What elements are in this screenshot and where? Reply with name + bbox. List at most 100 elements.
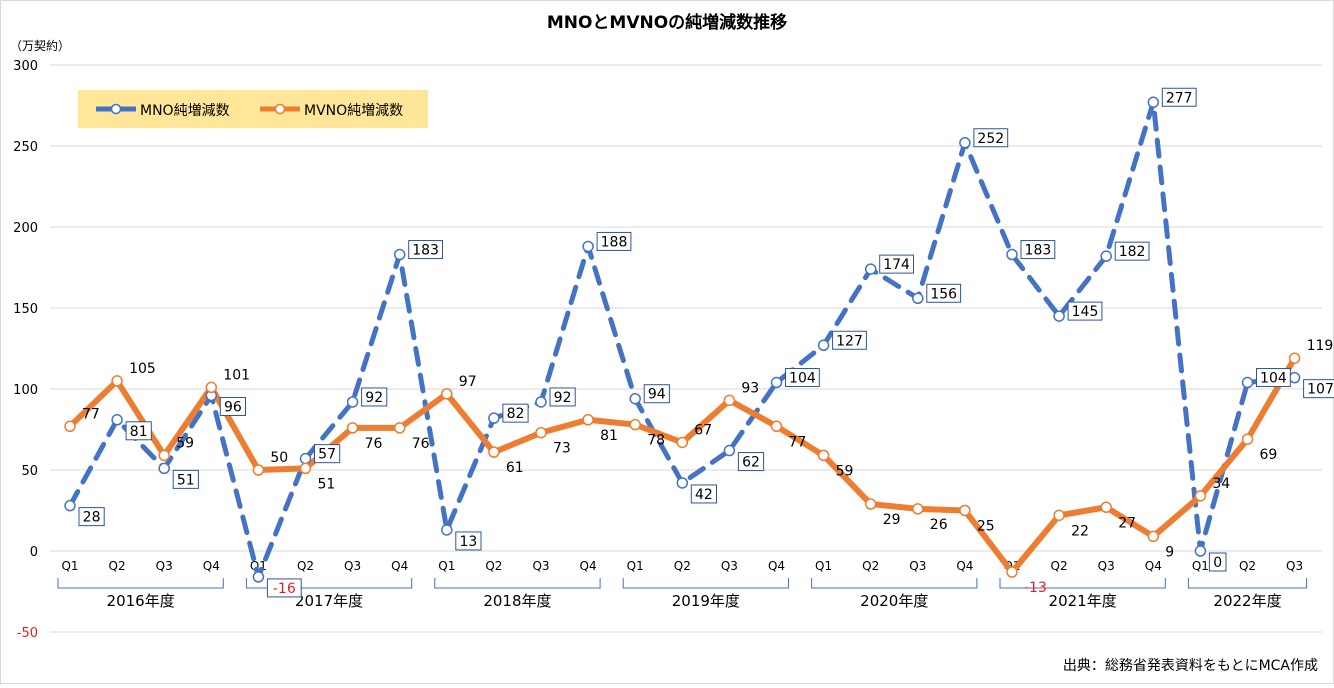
mvno-data-label: 67 [694, 422, 712, 438]
mno-data-label-box [1067, 301, 1103, 321]
x-tick-label: Q3 [156, 559, 173, 573]
mvno-data-label: 26 [930, 517, 948, 533]
mno-data-label-box [690, 484, 717, 504]
mno-point [441, 524, 453, 536]
mno-data-label: 277 [1166, 90, 1193, 106]
mno-data-label: 0 [1213, 555, 1222, 571]
mno-data-label-box [1020, 240, 1056, 260]
mno-data-label-box [219, 396, 247, 416]
mno-data-label: 188 [601, 234, 628, 250]
mvno-point [770, 420, 783, 433]
legend-mvno-label: MVNO純増減数 [304, 102, 403, 119]
x-tick-label: Q2 [297, 559, 314, 573]
y-tick-label: 100 [13, 383, 38, 398]
mvno-point [252, 464, 265, 476]
x-tick-label: Q4 [768, 559, 785, 573]
mno-data-label-box [314, 444, 341, 464]
mvno-data-label: 97 [459, 374, 477, 390]
y-tick-label: 0 [30, 545, 38, 560]
mno-data-label-box [785, 368, 820, 388]
series-layer [64, 96, 1301, 583]
mvno-data-label: 69 [1260, 447, 1278, 463]
x-tick-label: Q1 [438, 559, 455, 573]
grid-layer [50, 64, 1322, 633]
mvno-point [535, 426, 547, 439]
x-tick-label: Q1 [61, 559, 78, 573]
y-tick-label: 200 [13, 221, 38, 236]
year-bracket [811, 578, 978, 589]
x-tick-label: Q4 [203, 559, 220, 573]
mvno-point [912, 503, 924, 515]
mno-point [158, 462, 170, 475]
mvno-point [864, 498, 877, 510]
mno-point [64, 499, 76, 512]
mvno-point [441, 388, 453, 400]
mno-data-label: 182 [1119, 244, 1146, 260]
mno-point [1006, 248, 1018, 261]
y-tick-label: 300 [13, 59, 38, 74]
year-label: 2016年度 [107, 592, 175, 610]
mvno-data-label: 59 [176, 435, 194, 451]
chart-title: MNOとMVNOの純増減数推移 [547, 12, 787, 33]
x-tick-label: Q2 [862, 559, 879, 573]
mno-data-label: 92 [554, 390, 572, 406]
year-bracket [57, 578, 224, 589]
mvno-point [629, 418, 641, 431]
x-tick-label: Q2 [674, 559, 691, 573]
x-tick-label: Q1 [815, 559, 832, 573]
mno-data-label-box [1114, 241, 1150, 261]
x-tick-label: Q2 [485, 559, 502, 573]
mvno-data-label: 76 [412, 436, 430, 452]
mno-data-label-box [737, 452, 765, 472]
x-tick-label: Q4 [1145, 559, 1162, 573]
mvno-data-label: 27 [1118, 515, 1136, 531]
mno-data-label: 42 [695, 487, 713, 503]
mno-data-label-box [455, 531, 482, 551]
mno-data-label: -16 [273, 581, 296, 597]
mvno-data-label: 76 [365, 436, 383, 452]
x-tick-label: Q4 [956, 559, 973, 573]
mno-data-label-box [973, 128, 1009, 148]
mvno-data-label: 9 [1165, 544, 1174, 560]
year-label: 2017年度 [295, 592, 363, 610]
mno-data-label: 104 [1260, 371, 1287, 387]
mvno-data-label: 105 [129, 361, 156, 377]
source-note: 出典：総務省発表資料をもとにMCA作成 [1063, 658, 1318, 674]
mno-point [817, 339, 830, 352]
mno-point [488, 412, 500, 424]
y-axis-unit-label: （万契約） [10, 38, 70, 53]
mno-data-label: 156 [930, 286, 957, 302]
year-bracket [999, 578, 1166, 589]
mvno-point [64, 420, 76, 433]
legend-background [78, 90, 428, 128]
mno-data-label: 51 [177, 472, 195, 488]
mno-data-label-box [408, 240, 444, 260]
mvno-point [1147, 530, 1160, 543]
label-layer: 28 81 51 96 -16 57 92 183 13 82 92 188 94 42 62 104 127 1… [78, 87, 1334, 598]
mno-data-label: 183 [412, 243, 439, 259]
mno-data-label: 183 [1025, 243, 1052, 259]
y-tick-label: 50 [21, 464, 38, 479]
mvno-point [817, 449, 830, 462]
mvno-data-label: 34 [1212, 476, 1230, 492]
mno-point [770, 376, 783, 389]
mno-data-label: 94 [648, 387, 666, 403]
mno-point [1053, 310, 1065, 322]
mvno-point [1053, 509, 1065, 522]
mno-data-label: 92 [365, 390, 383, 406]
mno-point [299, 452, 312, 465]
mno-data-label: 82 [507, 406, 525, 422]
mvno-point [299, 462, 312, 475]
year-bracket [434, 578, 601, 589]
mvno-point [158, 449, 170, 462]
mvno-point [676, 436, 689, 449]
mno-data-label-box [1208, 552, 1227, 572]
mno-point [723, 444, 736, 457]
mno-data-label-box [78, 507, 105, 527]
mno-data-label-box [1256, 368, 1291, 388]
mno-data-label-box [125, 421, 152, 441]
mno-point [1194, 545, 1207, 557]
